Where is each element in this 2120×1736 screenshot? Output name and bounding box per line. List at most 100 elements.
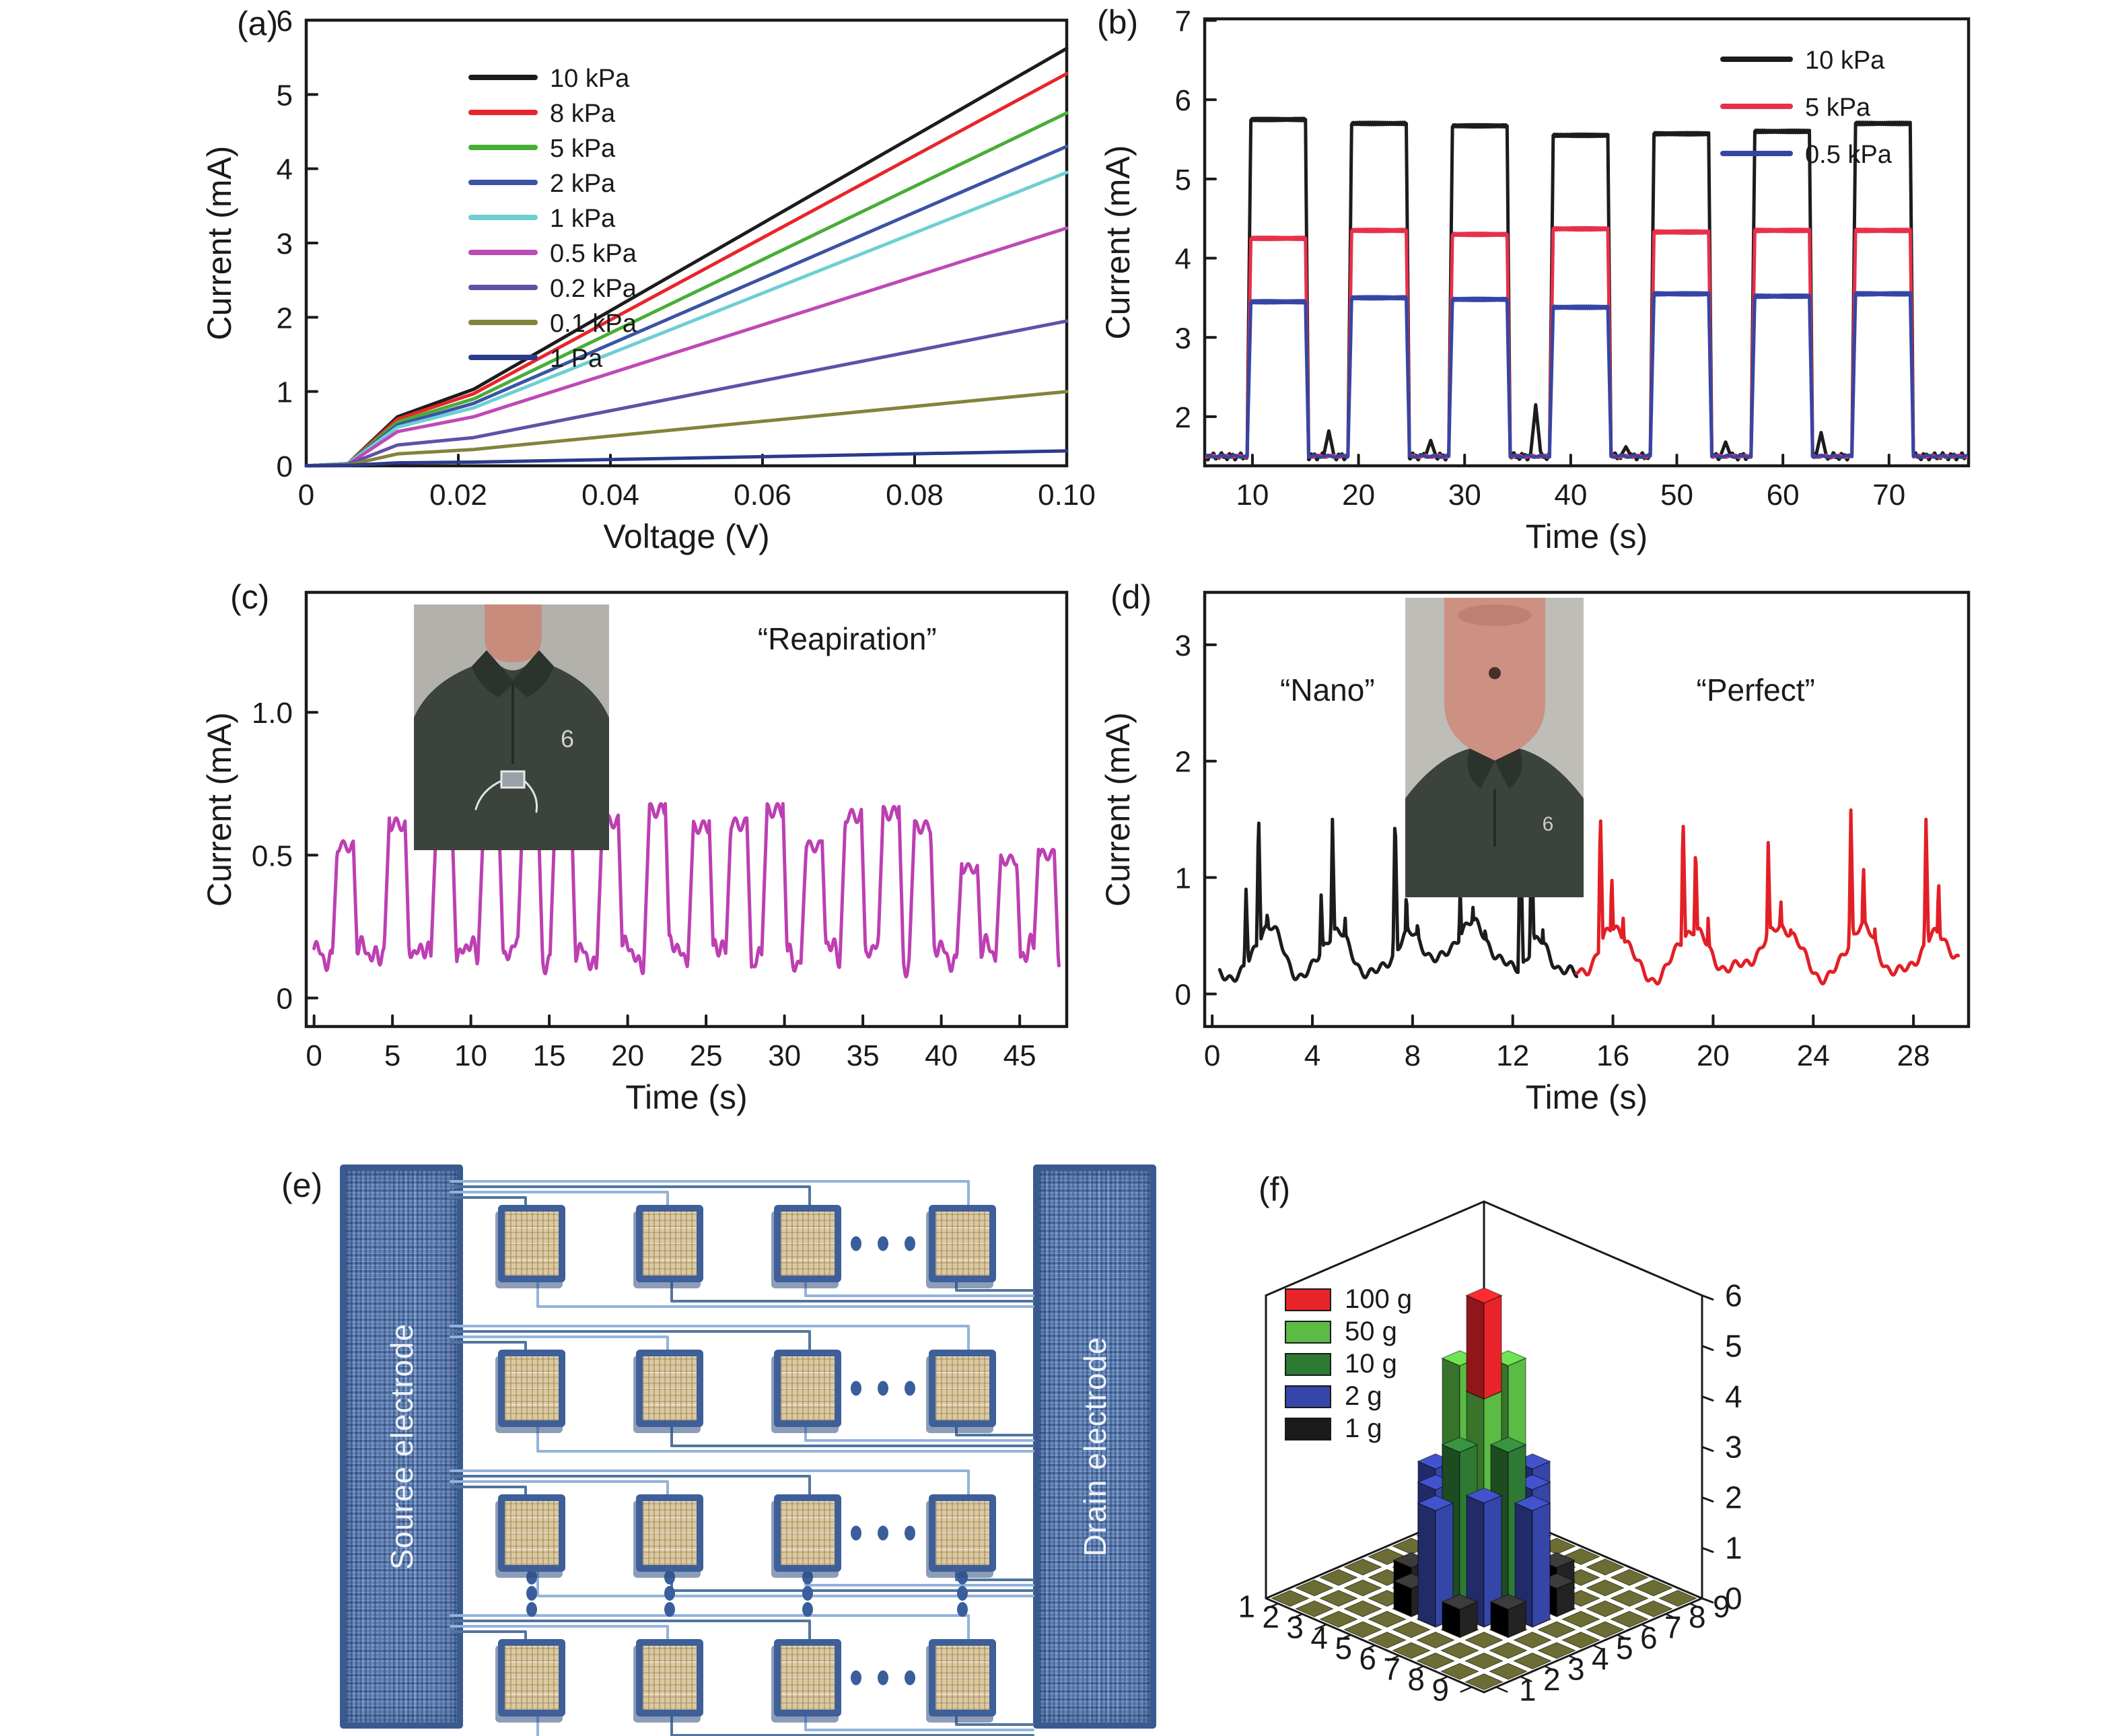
floor-tile <box>1368 1632 1407 1648</box>
sensor-unit-r4c2 <box>636 1639 703 1716</box>
legend-label: 1 kPa <box>550 205 616 233</box>
z-tick <box>1701 1496 1714 1502</box>
neck-skin <box>485 604 542 662</box>
floor-tile <box>1634 1600 1673 1618</box>
floor-tile <box>1343 1600 1382 1618</box>
wire-drain-row2-col2 <box>670 1426 1034 1447</box>
wire-source-row4-col1 <box>450 1630 527 1640</box>
annotation-text: “Reapiration” <box>758 621 937 656</box>
floor-tile <box>1295 1579 1334 1597</box>
column-ellipsis-dot <box>957 1570 968 1585</box>
y-tick <box>1592 1644 1605 1651</box>
x-axis-label: Time (s) <box>625 1078 747 1116</box>
z-tick-label: 0 <box>1725 1581 1742 1616</box>
x-tick <box>1266 1603 1279 1609</box>
floor-tile <box>1392 1621 1431 1638</box>
x-axis-label: Time (s) <box>1526 518 1648 555</box>
z-tick-label: 3 <box>1725 1430 1742 1465</box>
y-tick-label: 0 <box>1175 979 1191 1012</box>
y-axis-label: Current (mA) <box>1099 712 1137 907</box>
floor-tile <box>1440 1642 1479 1659</box>
y-tick-label: 3 <box>1175 322 1191 355</box>
floor-tile <box>1343 1558 1382 1576</box>
x-axis-label: Voltage (V) <box>603 518 769 555</box>
x-tick-label: 40 <box>1554 479 1587 512</box>
row-ellipsis-dot <box>905 1236 915 1251</box>
floor-tile <box>1537 1642 1576 1659</box>
x-tick-label: 12 <box>1496 1039 1529 1072</box>
wire-drain-row1-col3 <box>804 1281 1034 1297</box>
shirt-logo: 6 <box>1543 813 1554 835</box>
legend-label: 0.1 kPa <box>550 310 637 338</box>
sensor-array-diagram: Souree electrode Drain electrode <box>283 1154 1198 1736</box>
annotation: “Reapiration” <box>758 621 937 656</box>
z-tick <box>1701 1294 1714 1300</box>
bar-face <box>1532 1502 1551 1628</box>
legend-label: 5 kPa <box>550 135 616 163</box>
collar-right <box>511 650 554 697</box>
wire-drain-row3-col4 <box>955 1570 1034 1581</box>
panel-a-label: (a) <box>237 5 279 42</box>
throat-sensor-dot <box>1489 667 1501 679</box>
legend-swatch <box>1285 1288 1331 1311</box>
wire-source-row4-col2 <box>450 1625 669 1640</box>
y-tick-label: 4 <box>277 153 293 186</box>
floor-tile <box>1513 1653 1552 1669</box>
sensor-unit-r3c1 <box>498 1494 565 1572</box>
bar-face <box>1465 1287 1503 1304</box>
y-tick-label: 7 <box>1175 5 1191 38</box>
floor-tile <box>1295 1600 1334 1618</box>
floor-tile <box>1489 1642 1528 1659</box>
z-tick-label: 6 <box>1725 1278 1742 1313</box>
bar-face <box>1441 1593 1479 1610</box>
x-tick-label: 20 <box>611 1039 644 1072</box>
y-tick-label: 1 <box>1175 862 1191 895</box>
y-tick <box>1616 1634 1629 1640</box>
x-tick-label: 16 <box>1596 1039 1629 1072</box>
floor-tile <box>1392 1642 1431 1659</box>
y-axis-label: Current (mA) <box>201 146 238 341</box>
column-ellipsis-dot <box>957 1586 968 1601</box>
sensor-unit-r3c2 <box>636 1494 703 1572</box>
x-tick-label: 8 <box>1405 1039 1421 1072</box>
x-tick-label: 3 <box>1286 1609 1304 1644</box>
wire-source-row2-col4 <box>450 1325 970 1351</box>
bar-face <box>1489 1436 1527 1453</box>
row-ellipsis-dot <box>878 1525 888 1541</box>
column-ellipsis-dot <box>526 1570 537 1585</box>
y-tick <box>1640 1624 1654 1630</box>
shirt-logo: 6 <box>561 725 574 753</box>
frame-line <box>1483 1200 1703 1296</box>
panel-e-label: (e) <box>281 1167 323 1204</box>
chin-shadow <box>1458 604 1532 626</box>
y-tick-label: 5 <box>1175 164 1191 197</box>
legend-swatch <box>1285 1385 1331 1408</box>
wire-drain-row1-col4 <box>955 1281 1034 1292</box>
panel-f-label: (f) <box>1259 1171 1291 1208</box>
y-tick-label: 1 <box>1519 1672 1536 1707</box>
sensor-unit-r4c3 <box>774 1639 841 1716</box>
x-axis-label: Time (s) <box>1526 1078 1648 1116</box>
sensor-unit-r2c3 <box>774 1350 841 1427</box>
z-tick-label: 1 <box>1725 1531 1742 1566</box>
legend-label: 0.5 kPa <box>550 240 637 268</box>
sensor-unit-r3c3 <box>774 1494 841 1572</box>
sensor-unit-r2c1 <box>498 1350 565 1427</box>
row-ellipsis-dot <box>851 1670 861 1686</box>
bar-face <box>1441 1436 1479 1453</box>
y-axis-label: Current (mA) <box>1099 145 1137 340</box>
y-tick-label: 1 <box>277 376 293 409</box>
y-tick-label: 7 <box>1664 1609 1682 1644</box>
x-tick-label: 24 <box>1797 1039 1830 1072</box>
wire-drain-row2-col1 <box>536 1426 1034 1453</box>
sensor-unit-r1c2 <box>636 1205 703 1282</box>
row-ellipsis-dot <box>851 1525 861 1541</box>
floor-tile <box>1271 1590 1310 1607</box>
legend-swatch <box>1285 1353 1331 1376</box>
collar-left <box>1467 749 1495 789</box>
x-tick-label: 30 <box>1448 479 1481 512</box>
x-tick-label: 0.06 <box>734 479 791 512</box>
x-tick-label: 2 <box>1262 1599 1279 1634</box>
